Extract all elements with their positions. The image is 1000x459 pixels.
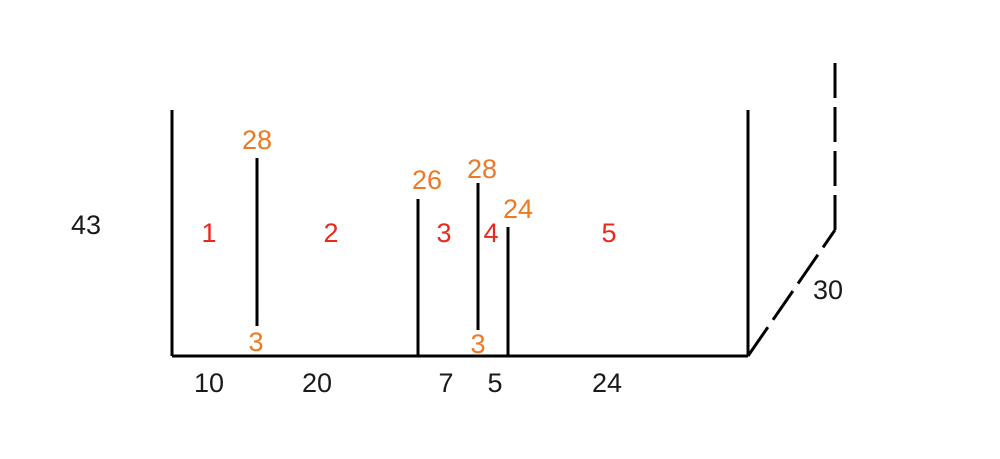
svg-text:4: 4 [483, 218, 498, 248]
svg-text:5: 5 [487, 368, 502, 398]
svg-text:3: 3 [248, 327, 263, 357]
svg-text:3: 3 [436, 218, 451, 248]
svg-text:43: 43 [71, 210, 101, 240]
svg-text:28: 28 [467, 154, 497, 184]
svg-text:3: 3 [470, 329, 485, 359]
svg-text:24: 24 [592, 368, 622, 398]
svg-text:26: 26 [412, 165, 442, 195]
svg-text:24: 24 [503, 194, 533, 224]
svg-text:28: 28 [242, 125, 272, 155]
svg-text:10: 10 [194, 368, 224, 398]
svg-text:20: 20 [302, 368, 332, 398]
svg-text:5: 5 [601, 218, 616, 248]
svg-text:1: 1 [201, 218, 216, 248]
svg-text:7: 7 [438, 368, 453, 398]
svg-text:2: 2 [323, 218, 338, 248]
svg-text:30: 30 [813, 275, 843, 305]
